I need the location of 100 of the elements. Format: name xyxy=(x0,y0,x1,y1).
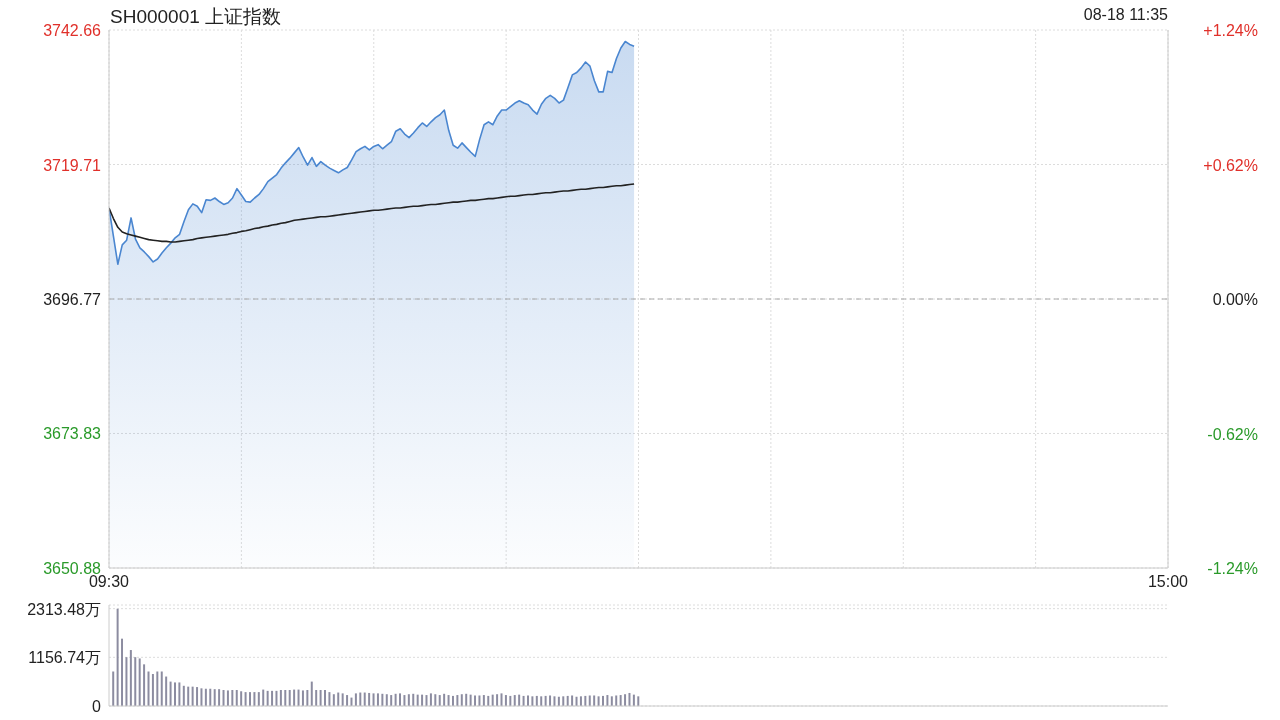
x-tick-label: 15:00 xyxy=(1147,573,1189,591)
bar xyxy=(253,692,256,706)
bar xyxy=(187,686,190,706)
bar xyxy=(637,696,640,706)
bar xyxy=(204,688,207,706)
y2-tick-label: 0.00% xyxy=(1212,291,1258,308)
bar xyxy=(372,693,375,706)
bar xyxy=(394,693,397,706)
bar xyxy=(332,694,335,706)
bar xyxy=(173,682,176,706)
bar xyxy=(328,692,331,706)
bar xyxy=(597,696,600,706)
bar xyxy=(112,671,115,706)
bar xyxy=(610,696,613,706)
y2-tick-label: -1.24% xyxy=(1207,560,1258,577)
bar xyxy=(496,694,499,706)
y-tick-label: 0 xyxy=(92,698,102,715)
bar xyxy=(315,690,318,706)
bar xyxy=(231,690,234,706)
bar xyxy=(571,695,574,706)
text: 08-18 11:35 xyxy=(1083,6,1168,24)
bar xyxy=(368,692,371,706)
bar xyxy=(588,695,591,706)
bar xyxy=(606,695,609,706)
chart-title: SH000001 上证指数 xyxy=(110,5,282,29)
bar xyxy=(293,689,296,706)
bar xyxy=(544,695,547,706)
bar xyxy=(601,695,604,706)
bar xyxy=(297,689,300,706)
bar xyxy=(434,694,437,706)
bar xyxy=(275,690,278,706)
y-tick-label: 3742.66 xyxy=(43,22,102,39)
bar xyxy=(535,695,538,706)
bar xyxy=(169,681,172,706)
bar xyxy=(226,690,229,706)
bar xyxy=(138,658,141,706)
bar xyxy=(341,693,344,706)
bar xyxy=(284,690,287,706)
bar xyxy=(306,690,309,706)
bar xyxy=(540,696,543,706)
bar xyxy=(346,695,349,706)
bar xyxy=(222,690,225,706)
bar xyxy=(129,650,132,706)
bar xyxy=(460,694,463,706)
bar xyxy=(549,695,552,706)
bar xyxy=(474,695,477,706)
bar xyxy=(165,676,168,706)
bar xyxy=(125,657,128,706)
bar xyxy=(209,688,212,706)
bar xyxy=(200,688,203,706)
bar xyxy=(288,690,291,706)
bar xyxy=(213,689,216,706)
bar xyxy=(160,671,163,706)
bar xyxy=(381,693,384,706)
bar xyxy=(156,671,159,706)
bar xyxy=(407,694,410,706)
bar xyxy=(579,696,582,706)
bar xyxy=(257,692,260,706)
y2-tick-label: +1.24% xyxy=(1203,22,1258,39)
bar xyxy=(500,693,503,706)
bar xyxy=(624,694,627,706)
bar xyxy=(425,695,428,706)
bar xyxy=(465,693,468,706)
bar xyxy=(196,687,199,706)
bar xyxy=(143,664,146,706)
bar xyxy=(584,695,587,706)
bar xyxy=(478,695,481,706)
line-series xyxy=(109,183,635,243)
bar xyxy=(399,693,402,706)
bar xyxy=(244,692,247,706)
bar xyxy=(376,693,379,706)
bar xyxy=(262,689,265,706)
y-tick-label: 2313.48万 xyxy=(27,600,101,618)
bar xyxy=(619,695,622,706)
bar xyxy=(438,695,441,706)
y-tick-label: 3696.77 xyxy=(43,291,102,308)
bar xyxy=(121,638,124,706)
bar xyxy=(443,693,446,706)
bar xyxy=(526,695,529,706)
bar xyxy=(271,690,274,706)
bar xyxy=(191,686,194,706)
bar xyxy=(593,695,596,706)
bar xyxy=(429,693,432,706)
y-tick-label: 3719.71 xyxy=(43,156,102,174)
bar xyxy=(456,695,459,706)
bar xyxy=(487,695,490,706)
bar xyxy=(412,693,415,706)
bar xyxy=(354,693,357,706)
bar xyxy=(310,681,313,706)
bar xyxy=(531,696,534,706)
bar xyxy=(147,671,150,706)
bar xyxy=(178,682,181,706)
bar xyxy=(151,674,154,706)
y-tick-label: 1156.74万 xyxy=(28,649,101,667)
bar xyxy=(266,690,269,706)
bar xyxy=(324,690,327,706)
bar xyxy=(628,692,631,706)
bar xyxy=(403,695,406,706)
bar xyxy=(134,657,137,706)
bar xyxy=(319,690,322,706)
